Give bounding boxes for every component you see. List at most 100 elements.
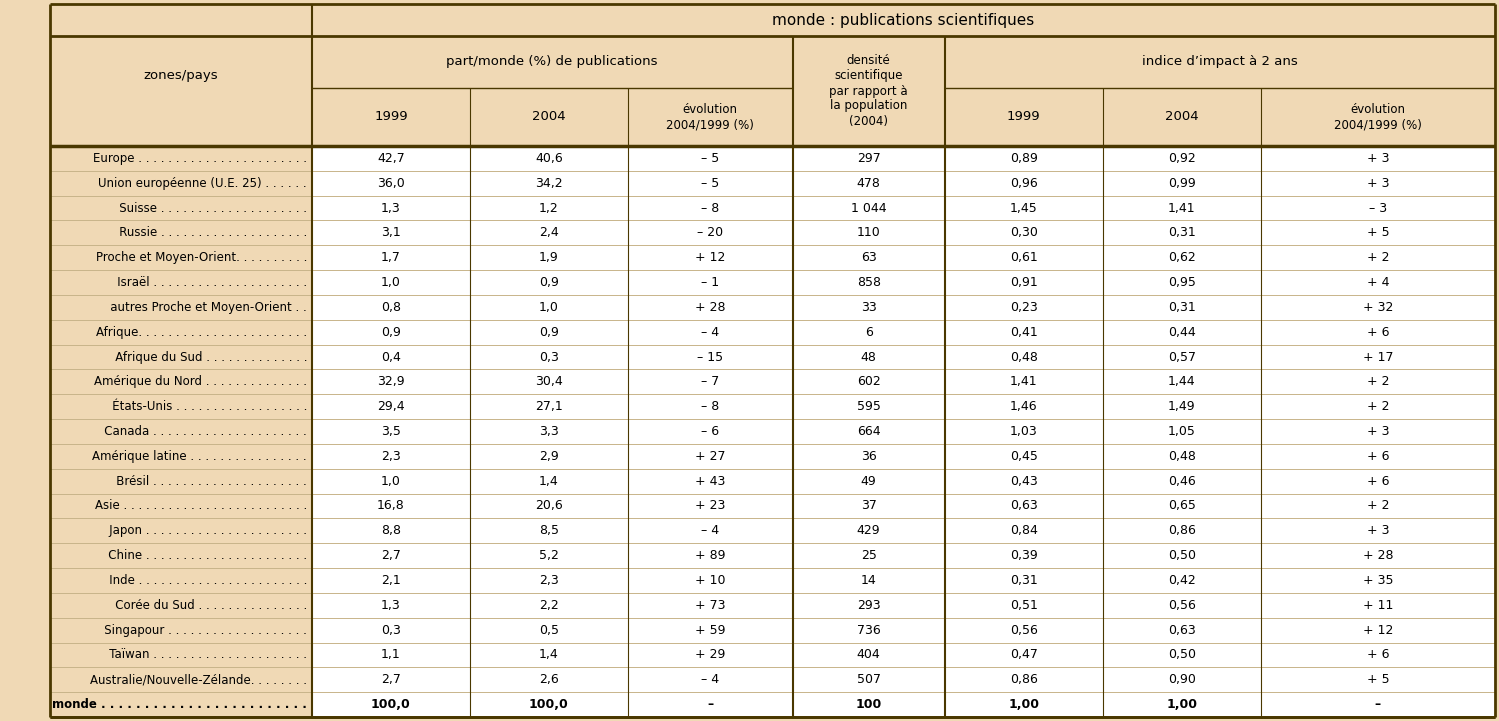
Text: 0,90: 0,90 xyxy=(1168,673,1196,686)
Text: 0,96: 0,96 xyxy=(1010,177,1037,190)
Text: 0,48: 0,48 xyxy=(1168,450,1196,463)
Text: 8,5: 8,5 xyxy=(538,524,559,537)
Text: 110: 110 xyxy=(857,226,880,239)
Bar xyxy=(51,469,312,494)
Text: 1,0: 1,0 xyxy=(540,301,559,314)
Bar xyxy=(312,668,1495,692)
Text: 34,2: 34,2 xyxy=(535,177,562,190)
Text: 14: 14 xyxy=(860,574,877,587)
Text: + 4: + 4 xyxy=(1367,276,1390,289)
Text: 2004: 2004 xyxy=(532,110,565,123)
Text: + 6: + 6 xyxy=(1367,474,1390,487)
Bar xyxy=(312,543,1495,568)
Text: – 3: – 3 xyxy=(1369,202,1387,215)
Text: 100,0: 100,0 xyxy=(372,698,411,711)
Text: 0,5: 0,5 xyxy=(538,624,559,637)
Text: 1,41: 1,41 xyxy=(1168,202,1195,215)
Text: 0,86: 0,86 xyxy=(1010,673,1037,686)
Text: + 11: + 11 xyxy=(1363,598,1393,612)
Text: 0,84: 0,84 xyxy=(1010,524,1037,537)
Text: 36: 36 xyxy=(860,450,877,463)
Bar xyxy=(51,518,312,543)
Text: 0,4: 0,4 xyxy=(381,350,400,363)
Bar xyxy=(51,221,312,245)
Text: 0,48: 0,48 xyxy=(1010,350,1037,363)
Text: 2,6: 2,6 xyxy=(540,673,559,686)
Text: + 3: + 3 xyxy=(1367,177,1390,190)
Text: Proche et Moyen-Orient. . . . . . . . . .: Proche et Moyen-Orient. . . . . . . . . … xyxy=(96,251,307,264)
Bar xyxy=(312,320,1495,345)
Text: – 20: – 20 xyxy=(697,226,723,239)
Text: 48: 48 xyxy=(860,350,877,363)
Text: + 43: + 43 xyxy=(696,474,726,487)
Text: Canada . . . . . . . . . . . . . . . . . . . . .: Canada . . . . . . . . . . . . . . . . .… xyxy=(93,425,307,438)
Text: 736: 736 xyxy=(857,624,880,637)
Text: – 4: – 4 xyxy=(702,524,720,537)
Text: 27,1: 27,1 xyxy=(535,400,562,413)
Text: + 17: + 17 xyxy=(1363,350,1393,363)
Bar xyxy=(312,593,1495,618)
Text: zones/pays: zones/pays xyxy=(144,68,219,81)
Text: – 4: – 4 xyxy=(702,673,720,686)
Text: États-Unis . . . . . . . . . . . . . . . . . .: États-Unis . . . . . . . . . . . . . . .… xyxy=(100,400,307,413)
Text: + 12: + 12 xyxy=(1363,624,1393,637)
Text: 0,9: 0,9 xyxy=(540,276,559,289)
Text: + 89: + 89 xyxy=(696,549,726,562)
Text: 2,3: 2,3 xyxy=(381,450,400,463)
Text: 0,44: 0,44 xyxy=(1168,326,1196,339)
Bar xyxy=(51,270,312,295)
Bar xyxy=(312,469,1495,494)
Text: 0,3: 0,3 xyxy=(540,350,559,363)
Text: + 29: + 29 xyxy=(696,648,726,661)
Bar xyxy=(51,171,312,195)
Text: + 2: + 2 xyxy=(1367,400,1390,413)
Text: 1,0: 1,0 xyxy=(381,474,400,487)
Text: 0,61: 0,61 xyxy=(1010,251,1037,264)
Text: Asie . . . . . . . . . . . . . . . . . . . . . . . . .: Asie . . . . . . . . . . . . . . . . . .… xyxy=(94,500,307,513)
Bar xyxy=(312,692,1495,717)
Text: + 73: + 73 xyxy=(696,598,726,612)
Text: + 3: + 3 xyxy=(1367,524,1390,537)
Text: 858: 858 xyxy=(856,276,880,289)
Text: 6: 6 xyxy=(865,326,872,339)
Text: 37: 37 xyxy=(860,500,877,513)
Bar xyxy=(51,295,312,320)
Text: 1,00: 1,00 xyxy=(1166,698,1198,711)
Bar xyxy=(312,171,1495,195)
Bar xyxy=(51,543,312,568)
Text: + 2: + 2 xyxy=(1367,376,1390,389)
Text: 1,46: 1,46 xyxy=(1010,400,1037,413)
Text: 1,0: 1,0 xyxy=(381,276,400,289)
Text: 0,50: 0,50 xyxy=(1168,549,1196,562)
Text: 0,46: 0,46 xyxy=(1168,474,1196,487)
Bar xyxy=(51,419,312,444)
Text: 1,05: 1,05 xyxy=(1168,425,1196,438)
Text: Inde . . . . . . . . . . . . . . . . . . . . . . .: Inde . . . . . . . . . . . . . . . . . .… xyxy=(97,574,307,587)
Text: 3,1: 3,1 xyxy=(381,226,400,239)
Bar xyxy=(312,345,1495,369)
Bar xyxy=(51,245,312,270)
Text: Russie . . . . . . . . . . . . . . . . . . . .: Russie . . . . . . . . . . . . . . . . .… xyxy=(108,226,307,239)
Text: 3,3: 3,3 xyxy=(540,425,559,438)
Text: 0,63: 0,63 xyxy=(1168,624,1196,637)
Text: 0,30: 0,30 xyxy=(1010,226,1037,239)
Text: 1,3: 1,3 xyxy=(381,598,400,612)
Text: 0,89: 0,89 xyxy=(1010,152,1037,165)
Text: 40,6: 40,6 xyxy=(535,152,562,165)
Text: 25: 25 xyxy=(860,549,877,562)
Text: 429: 429 xyxy=(857,524,880,537)
Text: 0,56: 0,56 xyxy=(1010,624,1037,637)
Text: 507: 507 xyxy=(856,673,880,686)
Bar xyxy=(51,568,312,593)
Bar xyxy=(312,444,1495,469)
Bar xyxy=(312,369,1495,394)
Text: 1,03: 1,03 xyxy=(1010,425,1037,438)
Text: 1,4: 1,4 xyxy=(540,474,559,487)
Text: 2,7: 2,7 xyxy=(381,549,400,562)
Text: 2,7: 2,7 xyxy=(381,673,400,686)
Text: 0,57: 0,57 xyxy=(1168,350,1196,363)
Bar xyxy=(51,195,312,221)
Bar xyxy=(312,146,1495,171)
Text: 0,3: 0,3 xyxy=(381,624,400,637)
Bar xyxy=(312,518,1495,543)
